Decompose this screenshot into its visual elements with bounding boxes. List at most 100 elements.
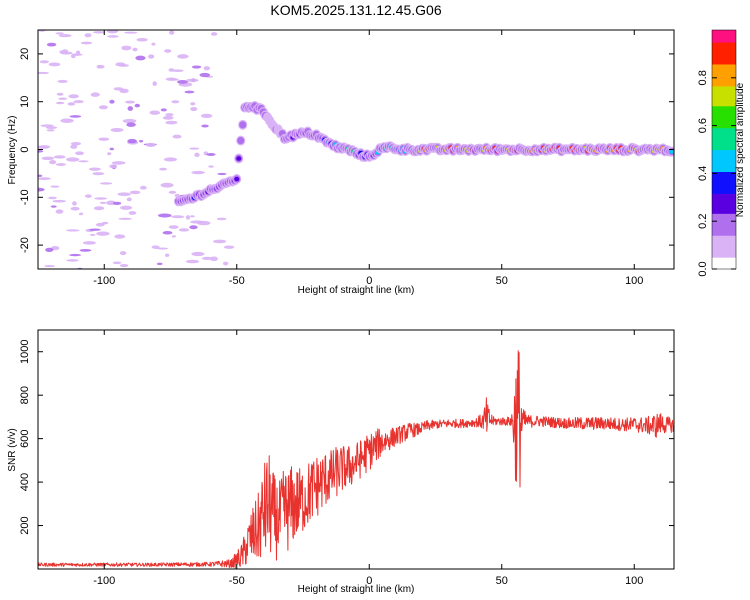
spectrogram-noise-blob (55, 32, 64, 35)
spectrogram-noise-blob (117, 192, 131, 197)
spectrogram-noise-blob (126, 122, 136, 127)
colorbar-segment (712, 247, 736, 250)
spectrogram-noise-blob (177, 54, 189, 59)
spectrogram-ridge-core (669, 149, 674, 154)
colorbar-segment (712, 99, 736, 103)
colorbar-segment (712, 57, 736, 61)
spectrogram-x-tick-label: -50 (229, 275, 245, 287)
spectrogram-noise-blob (125, 100, 135, 104)
colorbar-segment (712, 227, 736, 230)
spectrogram-noise-blob (89, 233, 96, 236)
spectrogram-noise-blob (194, 152, 200, 158)
spectrogram-noise-blob (73, 100, 84, 104)
spectrogram-noise-blob (199, 72, 211, 78)
spectrogram-y-tick-label: -10 (19, 189, 31, 205)
colorbar-segment (712, 243, 736, 246)
spectrogram-noise-blob (60, 118, 74, 123)
colorbar-segment (712, 163, 736, 167)
spectrogram-noise-blob (201, 124, 209, 128)
spectrogram-noise-blob (88, 167, 101, 171)
colorbar-segment (712, 197, 736, 200)
spectrogram-noise-blob (50, 185, 60, 188)
spectrogram-noise-blob (119, 251, 127, 256)
colorbar-segment (712, 71, 736, 75)
spectrogram-noise-blob (135, 55, 146, 61)
spectrogram-noise-blob (128, 211, 137, 215)
spectrogram-noise-blob (127, 106, 134, 111)
colorbar-segment (712, 223, 736, 226)
colorbar-segment (712, 45, 736, 49)
colorbar-segment (712, 127, 736, 131)
colorbar-segment (712, 73, 736, 77)
colorbar-segment (712, 209, 736, 212)
colorbar-segment (712, 67, 736, 71)
colorbar-segment (712, 113, 736, 117)
colorbar-segment (712, 169, 736, 173)
spectrogram-noise-blob (38, 177, 51, 181)
spectrogram-noise-blob (110, 127, 124, 132)
colorbar-segment (712, 265, 736, 268)
spectrogram-noise-blob (186, 78, 199, 82)
spectrogram-noise-blob (70, 144, 78, 149)
colorbar-segment (712, 161, 736, 165)
colorbar-segment (712, 123, 736, 127)
colorbar-segment (712, 85, 736, 89)
spectrogram-noise-blob (222, 261, 229, 266)
spectrogram-noise-blob (96, 231, 110, 236)
spectrogram-noise-blob (41, 156, 55, 161)
spectrogram-noise-blob (98, 105, 108, 110)
spectrogram-noise-blob (90, 92, 100, 97)
spectrogram-noise-blob (78, 212, 84, 216)
colorbar-ticks: 0.0 0.2 0.4 0.6 0.8 (697, 70, 736, 277)
colorbar-segment (712, 261, 736, 264)
spectrogram-noise-blob (99, 182, 113, 185)
spectrogram-noise-blob (191, 170, 205, 175)
spectrogram-noise-blob (168, 68, 175, 72)
colorbar-segment (712, 233, 736, 236)
spectrogram-noise-blob (209, 256, 218, 262)
spectrogram-noise-blob (69, 115, 82, 118)
colorbar-segment (712, 97, 736, 101)
colorbar-segment (712, 31, 736, 35)
spectrogram-noise-blob (132, 47, 138, 52)
spectrogram-noise-blob (68, 94, 79, 99)
spectrogram-y-tick-label: 10 (19, 96, 31, 108)
colorbar-segment (712, 173, 736, 176)
spectrogram-x-tick-label: 50 (496, 275, 508, 287)
colorbar-segment (712, 65, 736, 69)
spectrogram-noise-blob (56, 92, 64, 96)
spectrogram-ridge-core (234, 176, 240, 182)
colorbar-segment (712, 101, 736, 105)
colorbar-segment (712, 167, 736, 171)
spectrogram-noise-blob (46, 42, 57, 47)
colorbar-segment (712, 259, 736, 262)
spectrogram-noise-blob (164, 49, 172, 53)
snr-y-tick-label: 800 (19, 386, 31, 404)
spectrogram-noise-blob (159, 167, 168, 171)
colorbar-segment (712, 189, 736, 192)
snr-y-axis-title: SNR (v/v) (7, 428, 18, 471)
spectrogram-noise-blob (152, 81, 157, 87)
spectrogram-noise-blob (136, 38, 148, 42)
colorbar-tick-label: 0.6 (697, 118, 709, 133)
colorbar-segment (712, 49, 736, 53)
colorbar-segment (712, 61, 736, 65)
colorbar-segment (712, 33, 736, 37)
colorbar-segment (712, 255, 736, 258)
colorbar-segment (712, 69, 736, 73)
colorbar-tick-label: 0.2 (697, 214, 709, 229)
spectrogram-noise-blob (191, 65, 202, 69)
colorbar-segment (712, 129, 736, 133)
colorbar-segment (712, 119, 736, 123)
colorbar-segment (712, 139, 736, 143)
spectrogram-noise-blob (120, 205, 133, 210)
colorbar-title: Normalized spectral amplitude (735, 82, 746, 217)
spectrogram-noise-blob (49, 159, 57, 165)
spectrogram-noise-blob (208, 165, 214, 168)
colorbar-segment (712, 165, 736, 169)
spectrogram-x-tick-label: 0 (366, 275, 372, 287)
spectrogram-noise-blob (99, 201, 107, 204)
colorbar-segment (712, 39, 736, 43)
spectrogram-noise-blob (139, 140, 144, 143)
